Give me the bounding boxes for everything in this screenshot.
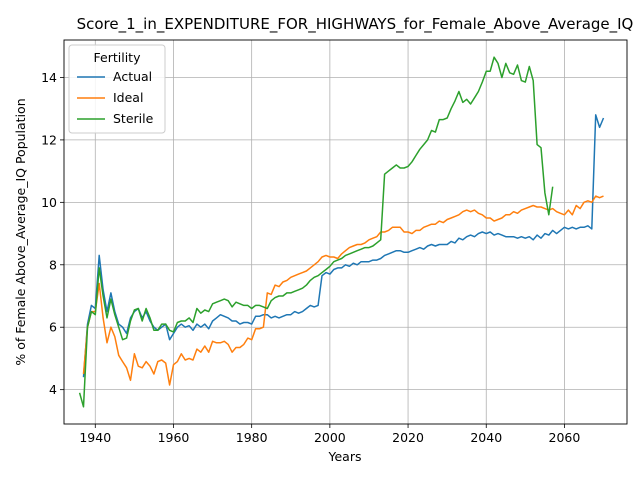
series-lines	[78, 56, 605, 408]
series-line-sterile	[78, 56, 554, 408]
y-tick-label: 12	[41, 132, 57, 147]
y-tick-label: 14	[41, 70, 57, 85]
chart-title: Score_1_in_EXPENDITURE_FOR_HIGHWAYS_for_…	[77, 15, 634, 34]
series-line-ideal	[82, 195, 604, 386]
y-tick-label: 6	[49, 320, 57, 335]
x-tick-label: 2000	[314, 430, 346, 445]
x-tick-label: 1980	[236, 430, 268, 445]
legend-label: Sterile	[113, 111, 154, 126]
series-line-actual	[82, 114, 605, 378]
x-tick-label: 1940	[79, 430, 111, 445]
x-axis-label: Years	[328, 449, 362, 464]
y-axis-label: % of Female Above_Average_IQ Population	[13, 98, 28, 365]
x-tick-label: 2020	[392, 430, 424, 445]
x-tick-label: 2040	[470, 430, 502, 445]
legend-title: Fertility	[94, 50, 142, 65]
x-tick-label: 1960	[158, 430, 190, 445]
plot-frame	[63, 39, 628, 425]
legend-label: Ideal	[113, 90, 143, 105]
y-axis-ticks: 4 6 8 10 12 14	[41, 70, 64, 397]
legend-box	[68, 44, 166, 134]
y-tick-label: 4	[49, 382, 57, 397]
legend: Fertility Actual Ideal Sterile	[68, 44, 166, 134]
y-tick-label: 10	[41, 195, 57, 210]
legend-label: Actual	[113, 69, 152, 84]
y-tick-label: 8	[49, 257, 57, 272]
x-axis-ticks: 1940 1960 1980 2000 2020 2040 2060	[79, 424, 580, 445]
x-tick-label: 2060	[549, 430, 581, 445]
